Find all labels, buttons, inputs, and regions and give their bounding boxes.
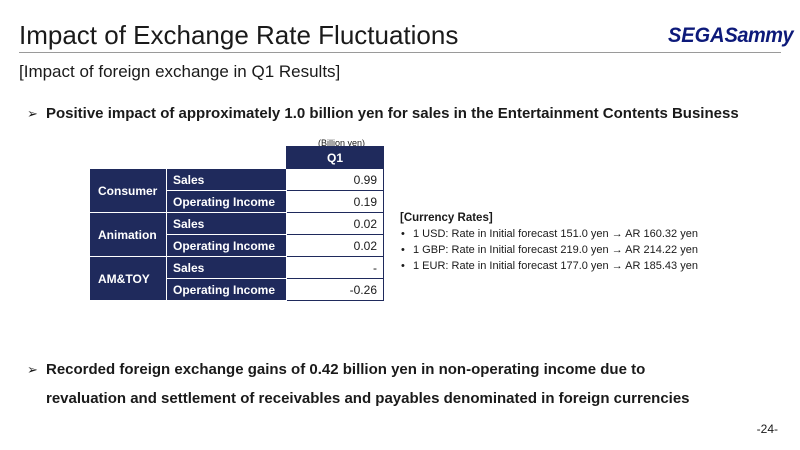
table-row: Operating Income -0.26 bbox=[90, 278, 384, 301]
section-subtitle: [Impact of foreign exchange in Q1 Result… bbox=[19, 62, 341, 81]
row-value: 0.02 bbox=[286, 212, 384, 235]
arrow-bullet-icon: ➢ bbox=[27, 106, 38, 121]
bullet-text-line1: Recorded foreign exchange gains of 0.42 … bbox=[46, 361, 646, 378]
row-label: Sales bbox=[166, 212, 287, 235]
column-header-q1: Q1 bbox=[286, 146, 384, 169]
row-label: Sales bbox=[166, 168, 287, 191]
list-item: 1 GBP: Rate in Initial forecast 219.0 ye… bbox=[400, 242, 698, 258]
row-label: Operating Income bbox=[166, 234, 287, 257]
list-item: 1 USD: Rate in Initial forecast 151.0 ye… bbox=[400, 226, 698, 242]
row-value: 0.02 bbox=[286, 234, 384, 257]
table-row: Operating Income 0.02 bbox=[90, 234, 384, 257]
row-value: - bbox=[286, 256, 384, 279]
currency-rates-list: 1 USD: Rate in Initial forecast 151.0 ye… bbox=[400, 226, 698, 274]
bullet-text-line2: revaluation and settlement of receivable… bbox=[46, 390, 690, 407]
logo-sega-text: SEGA bbox=[668, 24, 725, 47]
bullet-text: Positive impact of approximately 1.0 bil… bbox=[46, 105, 739, 122]
row-label: Operating Income bbox=[166, 278, 287, 301]
bullet-positive-impact: ➢ Positive impact of approximately 1.0 bi… bbox=[27, 105, 739, 122]
page-number: -24- bbox=[756, 422, 778, 436]
company-logo: SEGASammy bbox=[668, 24, 794, 48]
table-row: Animation Sales 0.02 bbox=[89, 212, 384, 257]
unit-label: (Billion yen) bbox=[318, 138, 366, 148]
arrow-bullet-icon: ➢ bbox=[27, 362, 38, 377]
row-value: 0.99 bbox=[286, 168, 384, 191]
page-title: Impact of Exchange Rate Fluctuations bbox=[19, 20, 459, 50]
segment-label: AM&TOY bbox=[89, 256, 167, 301]
list-item: 1 EUR: Rate in Initial forecast 177.0 ye… bbox=[400, 258, 698, 274]
title-divider bbox=[19, 52, 781, 53]
row-label: Sales bbox=[166, 256, 287, 279]
table-row: Consumer Sales 0.99 bbox=[89, 168, 384, 213]
currency-rates-heading: [Currency Rates] bbox=[400, 212, 493, 224]
logo-sammy-text: Sammy bbox=[724, 24, 794, 47]
segment-label: Consumer bbox=[89, 168, 167, 213]
currency-rates-box: [Currency Rates] 1 USD: Rate in Initial … bbox=[400, 210, 698, 274]
fx-impact-table: Q1 Consumer Sales 0.99 Operating Income … bbox=[89, 146, 384, 301]
table-header-row: Q1 bbox=[90, 146, 384, 169]
table-corner bbox=[90, 147, 287, 169]
row-label: Operating Income bbox=[166, 190, 287, 213]
table-row: Operating Income 0.19 bbox=[90, 190, 384, 213]
segment-label: Animation bbox=[89, 212, 167, 257]
table-row: AM&TOY Sales - bbox=[89, 256, 384, 301]
row-value: 0.19 bbox=[286, 190, 384, 213]
bullet-fx-gains: ➢ Recorded foreign exchange gains of 0.42… bbox=[27, 355, 690, 413]
row-value: -0.26 bbox=[286, 278, 384, 301]
